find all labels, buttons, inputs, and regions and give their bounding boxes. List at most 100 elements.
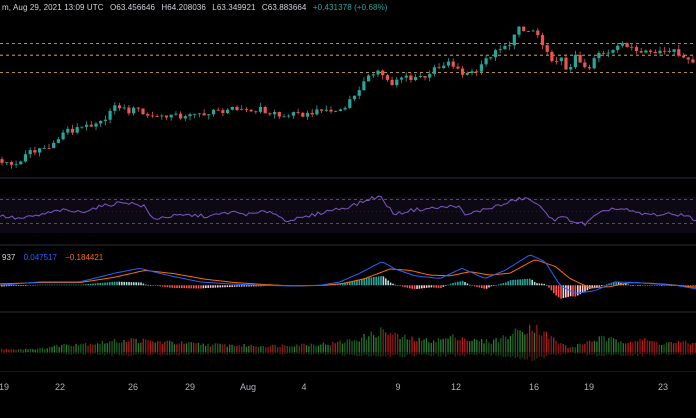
volume-bar [356, 340, 358, 352]
volume-bar [639, 352, 641, 355]
volume-bar [536, 352, 538, 359]
volume-bar [421, 352, 423, 355]
volume-bar [226, 352, 228, 355]
volume-bar [377, 336, 380, 352]
candle-body [249, 110, 253, 112]
macd-histogram-bar [123, 281, 125, 286]
volume-bar [133, 352, 135, 355]
volume-bar [406, 352, 408, 355]
volume-bar [173, 344, 176, 352]
candle-body [442, 65, 446, 68]
macd-histogram-bar [409, 285, 411, 289]
volume-bar [661, 352, 663, 355]
candle-body [28, 150, 32, 155]
volume-bar [461, 337, 464, 352]
volume-bar [356, 352, 358, 357]
candle-body [531, 30, 535, 32]
volume-bar [68, 352, 70, 355]
volume-bar [651, 341, 653, 352]
volume-bar [298, 345, 300, 352]
candle-body [611, 50, 615, 53]
candle-body [47, 148, 51, 149]
candle-body [240, 109, 244, 111]
candle-body [522, 26, 526, 31]
volume-bar [205, 352, 207, 354]
macd-histogram-bar [243, 285, 245, 287]
macd-histogram-bar [550, 285, 553, 291]
volume-bar [149, 352, 152, 356]
volume-bar [233, 346, 236, 352]
volume-bar [56, 352, 58, 354]
volume-bar [605, 341, 608, 352]
candle-body [99, 120, 103, 124]
macd-histogram-bar [632, 285, 634, 286]
volume-bar [437, 352, 440, 357]
macd-histogram-bar [502, 283, 505, 286]
macd-histogram-bar [104, 282, 106, 286]
volume-bar [423, 352, 425, 355]
volume-bar [685, 340, 687, 352]
volume-bar [181, 352, 183, 354]
macd-histogram-bar [399, 285, 401, 287]
volume-bar [464, 352, 466, 357]
volume-bar [646, 340, 648, 352]
volume-bar [200, 352, 202, 355]
volume-bar [351, 341, 353, 352]
candle-body [498, 49, 502, 51]
macd-histogram-bar [625, 284, 627, 286]
volume-bar [1, 352, 3, 353]
macd-histogram-bar [507, 281, 509, 286]
volume-bar [685, 352, 687, 355]
volume-bar [526, 333, 528, 352]
volume-bar [130, 338, 132, 352]
volume-bar [596, 352, 598, 357]
candle-body [545, 45, 549, 52]
candle-body [155, 116, 159, 117]
volume-bar [435, 352, 437, 354]
volume-bar [346, 339, 348, 352]
time-axis[interactable]: 19 22 26 29 Aug 4 9 12 16 19 23 [0, 372, 696, 418]
volume-bar [111, 340, 113, 352]
volume-bar [483, 352, 485, 356]
volume-bar [608, 352, 610, 355]
volume-bar [269, 345, 272, 352]
volume-bar [27, 349, 29, 352]
volume-bar [653, 341, 656, 352]
volume-bar [622, 352, 624, 356]
macd-histogram-bar [497, 284, 500, 286]
candle-body [484, 58, 488, 65]
ohlc-low: L63.349921 [212, 3, 256, 12]
volume-bar [113, 352, 116, 355]
volume-bar [147, 352, 149, 356]
macd-histogram-bar [541, 283, 543, 286]
macd-histogram-bar [639, 285, 641, 286]
volume-bar [289, 346, 291, 352]
volume-bar [457, 352, 459, 356]
macd-histogram-bar [574, 285, 577, 297]
volume-bar [394, 332, 396, 352]
candle-body [390, 79, 394, 86]
volume-bar [445, 338, 447, 352]
macd-histogram-bar [449, 283, 452, 286]
volume-bar [166, 352, 168, 356]
candle-body [592, 58, 596, 69]
macd-histogram-bar [49, 284, 51, 286]
volume-bar [325, 344, 327, 352]
volume-bar [536, 324, 538, 352]
macd-histogram-bar [248, 285, 250, 287]
volume-bar [29, 352, 32, 353]
candle-body [367, 75, 371, 82]
macd-histogram-bar [85, 284, 87, 286]
volume-bar [121, 342, 123, 352]
macd-histogram-bar [337, 283, 339, 286]
volume-bar [337, 341, 339, 352]
volume-bar [629, 352, 632, 356]
volume-bar [548, 352, 550, 355]
ohlc-change: +0.431378 (+0.68%) [312, 3, 388, 12]
volume-bar [471, 352, 473, 355]
macd-histogram-bar [526, 278, 529, 286]
volume-bar [418, 337, 420, 352]
macd-histogram-bar [161, 285, 164, 287]
